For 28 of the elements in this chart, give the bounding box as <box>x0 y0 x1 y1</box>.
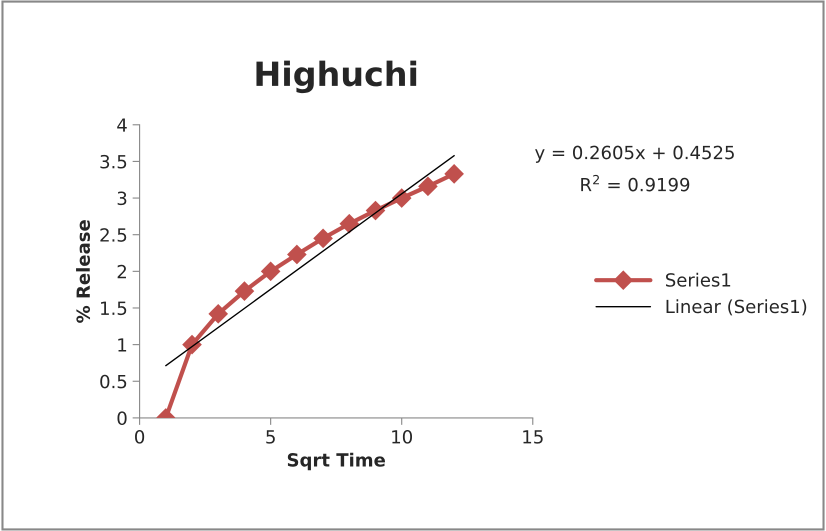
x-tick-label: 0 <box>135 430 144 444</box>
x-axis-title: Sqrt Time <box>288 452 385 470</box>
point <box>287 244 306 264</box>
y-axis-title: % Release <box>76 220 90 323</box>
x-tick-label: 15 <box>523 430 543 444</box>
legend-label: Linear (Series1) <box>666 299 806 316</box>
y-tick-label: 1 <box>118 338 126 352</box>
point <box>340 214 359 234</box>
point <box>234 282 254 301</box>
point <box>444 164 464 184</box>
point <box>261 262 280 281</box>
y-tick-label: 2.5 <box>100 228 126 242</box>
y-tick-label: 0 <box>117 411 127 426</box>
x-tick-label: 5 <box>266 430 275 444</box>
legend-label: Series1 <box>666 272 730 287</box>
x-tick-label: 10 <box>392 430 412 444</box>
point <box>208 304 228 324</box>
text: y = 0.2605x + 0.4525 <box>535 146 734 163</box>
chart-title: Highuchi <box>256 60 416 94</box>
y-tick-label: 0.5 <box>100 374 126 388</box>
y-tick-label: 1.5 <box>101 302 126 316</box>
y-tick-label: 3 <box>118 192 126 206</box>
y-tick-label: 2 <box>118 264 126 278</box>
point <box>418 176 438 196</box>
text: R$^{2}$ = 0.9199 <box>581 174 690 192</box>
y-tick-label: 3.5 <box>100 154 126 169</box>
y-tick-label: 4 <box>117 118 127 132</box>
point <box>314 228 333 248</box>
